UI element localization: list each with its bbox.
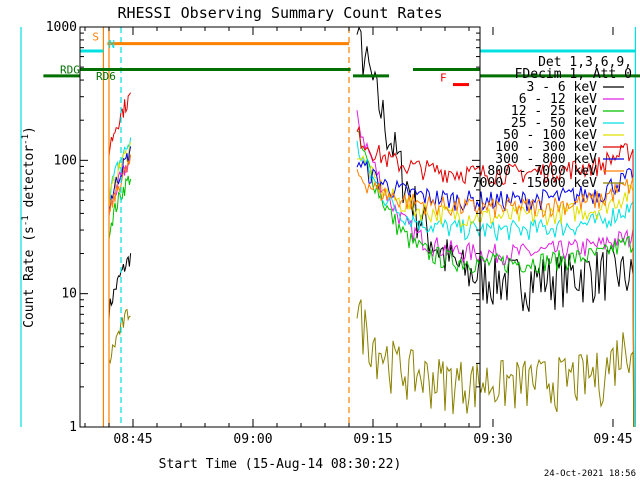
legend: Det 1,3,6,9, FDecim 1, Att 0 3 - 6 keV6 … — [472, 55, 632, 191]
series-segment-2 — [356, 130, 635, 428]
legend-label: 100 - 300 keV — [495, 140, 597, 155]
x-axis-label: Start Time (15-Aug-14 08:30:22) — [159, 457, 402, 472]
flag-label: N — [108, 38, 115, 51]
legend-label: 6 - 12 keV — [519, 92, 597, 107]
y-tick-label: 100 — [54, 153, 77, 168]
y-axis-label-part-1: Count Rate (s — [22, 226, 37, 328]
series-segment-2 — [356, 169, 635, 428]
series-segment-2 — [356, 26, 635, 428]
chart-title: RHESSI Observing Summary Count Rates — [117, 4, 442, 22]
plot-area: SN F RDG RD6 — [20, 26, 640, 428]
y-tick-label: 1000 — [46, 20, 77, 35]
series-segment-1 — [108, 308, 131, 427]
flag-label: F — [440, 72, 447, 85]
series-12-25-kev — [108, 130, 635, 428]
x-tick-label: 09:30 — [473, 432, 512, 447]
series-segment-2 — [356, 125, 635, 428]
flag-label: RDG — [60, 64, 80, 77]
y-axis-label: Count Rate (s-1 detector-1) — [21, 126, 37, 328]
series-800-7000-kev — [108, 154, 635, 428]
x-tick-label: 09:00 — [233, 432, 272, 447]
y-axis-label-sup-1: -1 — [21, 215, 31, 226]
footer-timestamp: 24-Oct-2021 18:56 — [544, 469, 636, 479]
y-tick-label: 10 — [61, 287, 77, 302]
legend-header-2: FDecim 1, Att 0 — [515, 67, 632, 82]
series-segment-1 — [108, 253, 132, 427]
series-7000-15000-kev — [108, 299, 635, 428]
legend-label: 12 - 25 keV — [511, 104, 597, 119]
flag-label: S — [92, 31, 99, 44]
legend-label: 25 - 50 keV — [511, 116, 597, 131]
legend-label: 50 - 100 keV — [503, 128, 597, 143]
legend-header-1: Det 1,3,6,9, — [538, 55, 632, 70]
series-segment-2 — [356, 110, 635, 428]
series-segment-1 — [108, 154, 132, 427]
y-axis-label-sup-2: -1 — [21, 134, 31, 145]
x-tick-label: 09:45 — [593, 432, 632, 447]
x-tick-label: 08:45 — [113, 432, 152, 447]
y-axis-label-part-2: detector — [22, 145, 37, 216]
series-50-100-kev — [108, 142, 635, 428]
legend-label: 300 - 800 keV — [495, 152, 597, 167]
x-tick-label: 09:15 — [353, 432, 392, 447]
legend-label: 7000 - 15000 keV — [472, 176, 597, 191]
y-tick-label: 1 — [69, 420, 77, 435]
flag-label: RD6 — [96, 70, 116, 83]
series-segment-1 — [108, 92, 132, 427]
series-segment-1 — [108, 146, 132, 427]
legend-label: 3 - 6 keV — [527, 80, 598, 95]
series-segment-2 — [356, 154, 635, 428]
legend-label: 800 - 7000 keV — [487, 164, 597, 179]
series-segment-1 — [108, 175, 132, 427]
y-axis-label-part-3: ) — [22, 126, 37, 134]
series-segment-1 — [108, 142, 132, 427]
series-segment-2 — [356, 299, 635, 428]
series-segment-2 — [356, 140, 635, 428]
series-3-6-kev — [108, 26, 635, 428]
series-100-300-kev — [108, 92, 635, 428]
plot-frame — [79, 26, 481, 428]
